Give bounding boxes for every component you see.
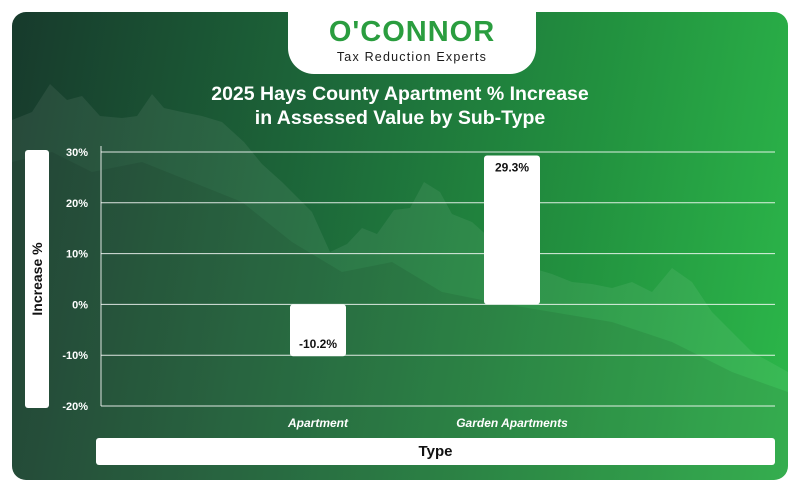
chart-title-line-1: 2025 Hays County Apartment % Increase (211, 83, 589, 105)
x-tick-label: Apartment (287, 416, 349, 430)
x-axis-label-box (96, 438, 775, 465)
y-tick-label: -10% (62, 350, 88, 362)
bar (484, 155, 540, 305)
y-tick-label: -20% (62, 401, 88, 413)
y-axis-label-box (25, 150, 49, 408)
bar-value-label: -10.2% (299, 337, 337, 351)
bar (290, 304, 346, 357)
chart-card: O'CONNOR Tax Reduction Experts (12, 12, 788, 480)
bar-value-label: 29.3% (495, 161, 529, 175)
y-tick-label: 30% (66, 147, 88, 159)
background-mountain-graphic (12, 84, 788, 480)
brand-logo: O'CONNOR Tax Reduction Experts (288, 12, 536, 74)
y-tick-label: 20% (66, 198, 88, 210)
y-tick-label: 0% (72, 299, 88, 311)
brand-tagline: Tax Reduction Experts (336, 50, 488, 64)
chart-title-line-2: in Assessed Value by Sub-Type (254, 107, 546, 129)
y-tick-label: 10% (66, 249, 88, 261)
x-axis-label: Type (418, 443, 453, 460)
brand-name: O'CONNOR (328, 16, 496, 48)
x-tick-label: Garden Apartments (456, 416, 568, 430)
chart-title: 2025 Hays County Apartment % Increase in… (100, 82, 700, 130)
